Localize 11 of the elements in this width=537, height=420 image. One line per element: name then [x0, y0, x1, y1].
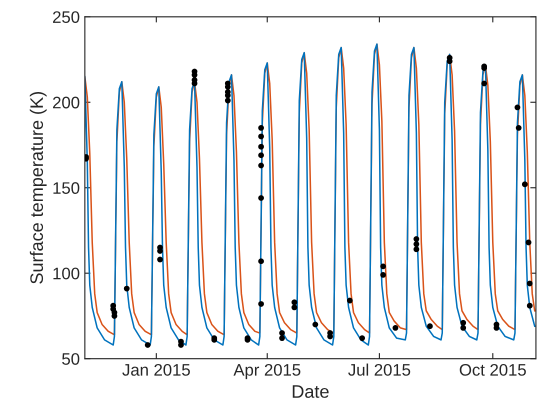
y-axis-title: Surface temperature (K): [30, 92, 47, 284]
x-tick-label: Apr 2015: [233, 364, 300, 380]
y-tick-label: 150: [53, 182, 80, 194]
x-axis-title: Date: [292, 385, 329, 398]
x-tick-label: Jul 2015: [348, 364, 410, 376]
y-tick-label: 100: [53, 268, 80, 280]
x-tick-label: Oct 2015: [460, 364, 526, 376]
x-tick-label: Jan 2015: [122, 364, 190, 376]
y-tick-label: 200: [53, 96, 80, 108]
y-tick-label: 250: [53, 11, 80, 24]
y-tick-label: 50: [62, 353, 80, 365]
